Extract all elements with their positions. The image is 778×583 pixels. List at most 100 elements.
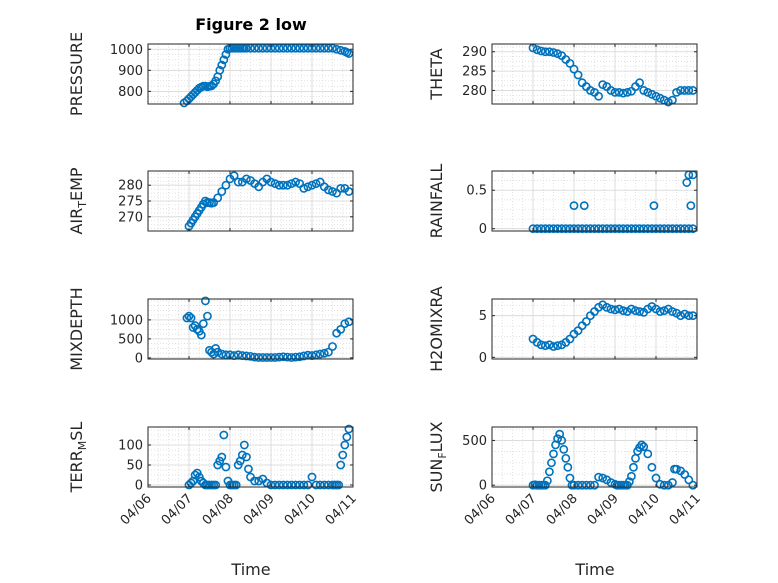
data-point: [188, 323, 198, 332]
data-point: [643, 224, 653, 234]
data-point: [579, 201, 589, 211]
data-point: [274, 352, 284, 362]
data-point: [553, 434, 562, 444]
data-point: [682, 178, 692, 187]
x-tick-label: 04/10: [626, 491, 663, 528]
data-point: [287, 43, 296, 53]
data-point: [659, 224, 669, 234]
data-point: [200, 296, 210, 306]
figure-title: Figure 2 low: [195, 15, 307, 34]
axes-box: [147, 43, 354, 105]
data-point: [680, 470, 690, 479]
data-point: [545, 224, 554, 234]
x-axis-label-right: Time: [574, 560, 614, 579]
data-point: [668, 478, 677, 487]
data-point: [549, 449, 558, 459]
data-point: [618, 88, 628, 98]
y-tick-label: 0: [479, 479, 487, 494]
data-point: [215, 65, 225, 75]
data-point: [287, 353, 296, 362]
data-point: [315, 480, 325, 490]
data-point: [217, 349, 227, 359]
x-tick-label: 04/07: [159, 491, 196, 528]
data-point: [569, 480, 579, 490]
data-point: [561, 224, 571, 234]
data-point: [250, 43, 259, 53]
data-point: [655, 93, 665, 103]
y-tick-label: 1000: [110, 43, 143, 58]
data-point: [287, 480, 296, 490]
data-point: [635, 307, 644, 316]
data-point: [663, 97, 673, 107]
data-point: [610, 224, 620, 234]
data-point: [549, 224, 558, 234]
data-point: [182, 313, 192, 323]
data-point: [217, 187, 227, 196]
y-axis-label: THETA: [427, 48, 446, 100]
data-point: [262, 43, 272, 53]
data-point: [229, 171, 239, 181]
data-point: [319, 43, 329, 53]
data-point: [291, 177, 300, 187]
data-point: [684, 475, 694, 485]
data-point: [217, 60, 227, 70]
x-tick-label: 04/06: [118, 491, 155, 528]
data-point: [241, 43, 251, 53]
data-point: [241, 452, 251, 462]
data-point: [299, 43, 309, 53]
data-point: [680, 224, 690, 234]
data-point: [647, 462, 657, 472]
y-axis-label: SUNFLUX: [427, 421, 449, 492]
y-tick-label: 280: [462, 84, 487, 99]
data-point: [559, 444, 569, 454]
data-point: [545, 47, 554, 57]
data-point: [672, 464, 681, 474]
data-point: [540, 341, 550, 351]
data-point: [244, 464, 253, 474]
x-tick-label: 04/08: [200, 491, 237, 528]
data-point: [614, 304, 624, 314]
data-point: [610, 87, 620, 97]
data-point: [639, 442, 649, 452]
panel-6: 0 5 H2OMIXRA: [427, 286, 698, 372]
data-point: [549, 48, 558, 57]
data-point: [635, 78, 644, 88]
data-point: [540, 47, 550, 57]
data-point: [270, 179, 280, 189]
data-point: [311, 179, 321, 189]
data-point: [536, 46, 546, 56]
data-point: [307, 472, 317, 482]
data-point: [540, 480, 550, 490]
data-point: [295, 43, 305, 53]
data-point: [311, 350, 321, 360]
data-point: [303, 182, 313, 192]
data-point: [299, 480, 309, 490]
data-point: [211, 480, 221, 490]
data-point: [569, 64, 579, 74]
data-point: [266, 353, 276, 362]
data-point: [627, 224, 636, 234]
data-point: [602, 302, 612, 312]
data-point: [627, 471, 636, 481]
data-point: [569, 224, 579, 234]
data-point: [563, 462, 573, 472]
x-tick-label: 04/10: [282, 491, 319, 528]
data-point: [557, 224, 567, 234]
axes-box: [491, 298, 698, 360]
x-tick-label: 04/11: [323, 491, 360, 528]
data-point: [651, 91, 661, 101]
data-point: [299, 183, 309, 193]
y-tick-label: 0: [479, 351, 487, 366]
y-tick-label: 800: [118, 85, 143, 100]
data-point: [258, 43, 268, 53]
y-tick-label: 290: [462, 45, 487, 60]
x-tick-label: 04/09: [585, 491, 622, 528]
data-point: [594, 91, 603, 101]
panel-2: 280 285 290 THETA: [427, 43, 698, 107]
panel-8: 0 500 04/06 04/07 04/08 04/09 04/10 04/11 SUNFLU…: [427, 421, 704, 528]
data-point: [319, 348, 329, 358]
data-point: [221, 180, 231, 190]
data-point: [266, 177, 276, 187]
data-point: [278, 352, 288, 362]
